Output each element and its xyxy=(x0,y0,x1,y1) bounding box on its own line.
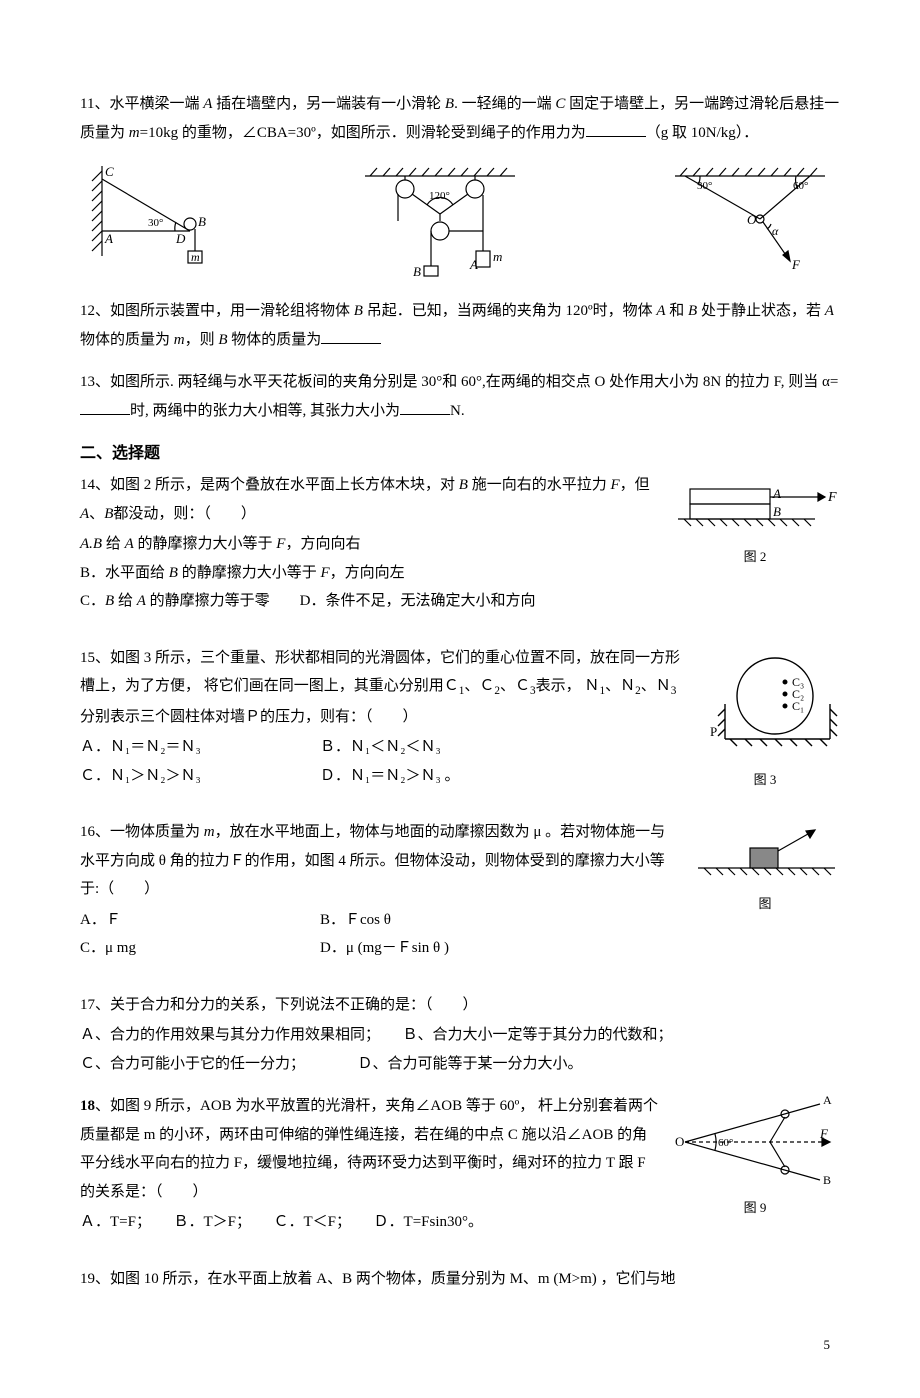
svg-text:F: F xyxy=(791,257,801,272)
page-number: 5 xyxy=(80,1333,840,1358)
question-11: 11、水平横梁一端 A 插在墙壁内，另一端装有一小滑轮 B. 一轻绳的一端 C … xyxy=(80,90,840,147)
question-12: 12、如图所示装置中，用一滑轮组将物体 B 吊起．已知，当两绳的夹角为 120º… xyxy=(80,297,840,354)
blank-input[interactable] xyxy=(321,328,381,344)
blank-input[interactable] xyxy=(400,399,450,415)
figure-q15: P C₁ C₂ C₃ 图 3 xyxy=(690,644,840,793)
svg-text:O: O xyxy=(675,1134,684,1149)
figure-q12: 120° m A B xyxy=(345,161,535,281)
figure-q16: 图 xyxy=(690,818,840,917)
svg-text:α: α xyxy=(772,224,779,238)
svg-text:C: C xyxy=(105,164,114,179)
question-15: 15、如图 3 所示，三个重量、形状都相同的光滑圆体，它们的重心位置不同，放在同… xyxy=(80,644,840,804)
blank-input[interactable] xyxy=(586,121,646,137)
svg-text:C₂: C₂ xyxy=(792,687,804,701)
svg-text:D: D xyxy=(175,231,186,246)
svg-text:C₃: C₃ xyxy=(792,675,804,689)
question-18: 18、如图 9 所示，AOB 为水平放置的光滑杆，夹角∠AOB 等于 60º， … xyxy=(80,1092,840,1251)
section-title-2: 二、选择题 xyxy=(80,439,840,469)
svg-text:P: P xyxy=(710,724,717,739)
svg-text:F: F xyxy=(827,490,837,505)
svg-text:A: A xyxy=(104,231,113,246)
figure-row-1: C A B D m 30° xyxy=(80,161,840,281)
svg-text:30°: 30° xyxy=(148,217,163,229)
svg-text:B: B xyxy=(413,264,421,279)
svg-text:C₁: C₁ xyxy=(792,699,804,713)
svg-text:120°: 120° xyxy=(429,190,450,202)
svg-text:60°: 60° xyxy=(793,180,808,192)
svg-text:m: m xyxy=(191,250,200,264)
question-19: 19、如图 10 所示，在水平面上放着 A、B 两个物体，质量分别为 M、m (… xyxy=(80,1265,840,1294)
svg-text:30°: 30° xyxy=(697,180,712,192)
figure-q14: A B F 图 2 xyxy=(670,471,840,570)
svg-text:60°: 60° xyxy=(718,1137,733,1149)
figure-q11: C A B D m 30° xyxy=(80,161,230,271)
svg-text:B: B xyxy=(198,214,206,229)
svg-text:F: F xyxy=(819,1126,829,1141)
question-13: 13、如图所示. 两轻绳与水平天花板间的夹角分别是 30°和 60°,在两绳的相… xyxy=(80,368,840,425)
q11-text: 11、水平横梁一端 A 插在墙壁内，另一端装有一小滑轮 B. 一轻绳的一端 C … xyxy=(80,96,839,141)
question-16: 16、一物体质量为 m，放在水平地面上，物体与地面的动摩擦因数为 μ 。若对物体… xyxy=(80,818,840,977)
svg-text:B: B xyxy=(823,1173,831,1187)
svg-text:A: A xyxy=(469,257,478,272)
svg-text:m: m xyxy=(493,249,502,264)
question-14: 14、如图 2 所示，是两个叠放在水平面上长方体木块，对 B 施一向右的水平拉力… xyxy=(80,471,840,630)
svg-text:O: O xyxy=(747,212,757,227)
question-17: 17、关于合力和分力的关系，下列说法不正确的是：（ ） Ａ、合力的作用效果与其分… xyxy=(80,991,840,1079)
svg-text:A: A xyxy=(823,1093,832,1107)
figure-q13: 30° 60° O α F xyxy=(650,161,840,276)
blank-input[interactable] xyxy=(80,399,130,415)
svg-text:B: B xyxy=(773,504,781,519)
svg-text:A: A xyxy=(772,486,781,501)
figure-q18: O A B F 60° 图 9 xyxy=(670,1092,840,1221)
